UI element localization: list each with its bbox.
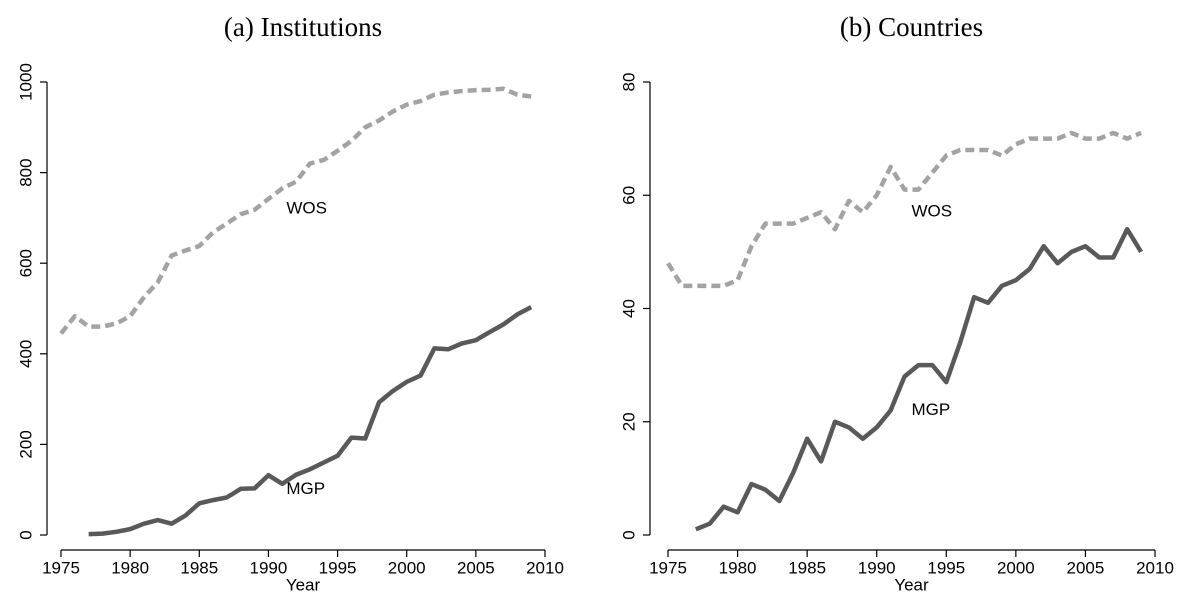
x-tick-label: 1980 bbox=[719, 558, 757, 577]
y-tick-label: 0 bbox=[619, 530, 638, 539]
x-tick-label: 1995 bbox=[319, 558, 357, 577]
x-tick-label: 1990 bbox=[250, 558, 288, 577]
y-tick-label: 60 bbox=[619, 186, 638, 205]
series-line bbox=[59, 86, 532, 335]
x-axis-label: Year bbox=[894, 575, 929, 594]
x-tick-label: 1990 bbox=[858, 558, 896, 577]
y-tick-label: 0 bbox=[16, 530, 35, 539]
series-line bbox=[694, 226, 1144, 532]
y-tick-label: 20 bbox=[619, 412, 638, 431]
x-tick-label: 2000 bbox=[997, 558, 1035, 577]
y-tick-label: 600 bbox=[16, 249, 35, 277]
x-tick-label: 2005 bbox=[457, 558, 495, 577]
x-tick-label: 1995 bbox=[927, 558, 965, 577]
series-label: WOS bbox=[912, 202, 953, 221]
y-tick-label: 80 bbox=[619, 73, 638, 92]
y-tick-label: 800 bbox=[16, 158, 35, 186]
series-line bbox=[666, 130, 1142, 289]
series-label: MGP bbox=[912, 400, 951, 419]
chart-title: (a) Institutions bbox=[224, 12, 382, 42]
x-tick-label: 2010 bbox=[526, 558, 564, 577]
y-tick-label: 200 bbox=[16, 430, 35, 458]
y-tick-label: 1000 bbox=[16, 63, 35, 101]
y-tick-label: 40 bbox=[619, 299, 638, 318]
x-tick-label: 1975 bbox=[649, 558, 687, 577]
series-label: WOS bbox=[286, 198, 327, 217]
y-tick-label: 400 bbox=[16, 340, 35, 368]
x-tick-label: 1975 bbox=[42, 558, 80, 577]
x-tick-label: 2000 bbox=[388, 558, 426, 577]
x-axis-label: Year bbox=[286, 575, 321, 594]
x-tick-label: 1985 bbox=[788, 558, 826, 577]
x-tick-label: 1980 bbox=[111, 558, 149, 577]
x-tick-label: 1985 bbox=[180, 558, 218, 577]
series-label: MGP bbox=[286, 479, 325, 498]
series-line bbox=[88, 305, 533, 537]
x-tick-label: 2010 bbox=[1136, 558, 1174, 577]
x-tick-label: 2005 bbox=[1067, 558, 1105, 577]
chart-title: (b) Countries bbox=[840, 12, 983, 42]
